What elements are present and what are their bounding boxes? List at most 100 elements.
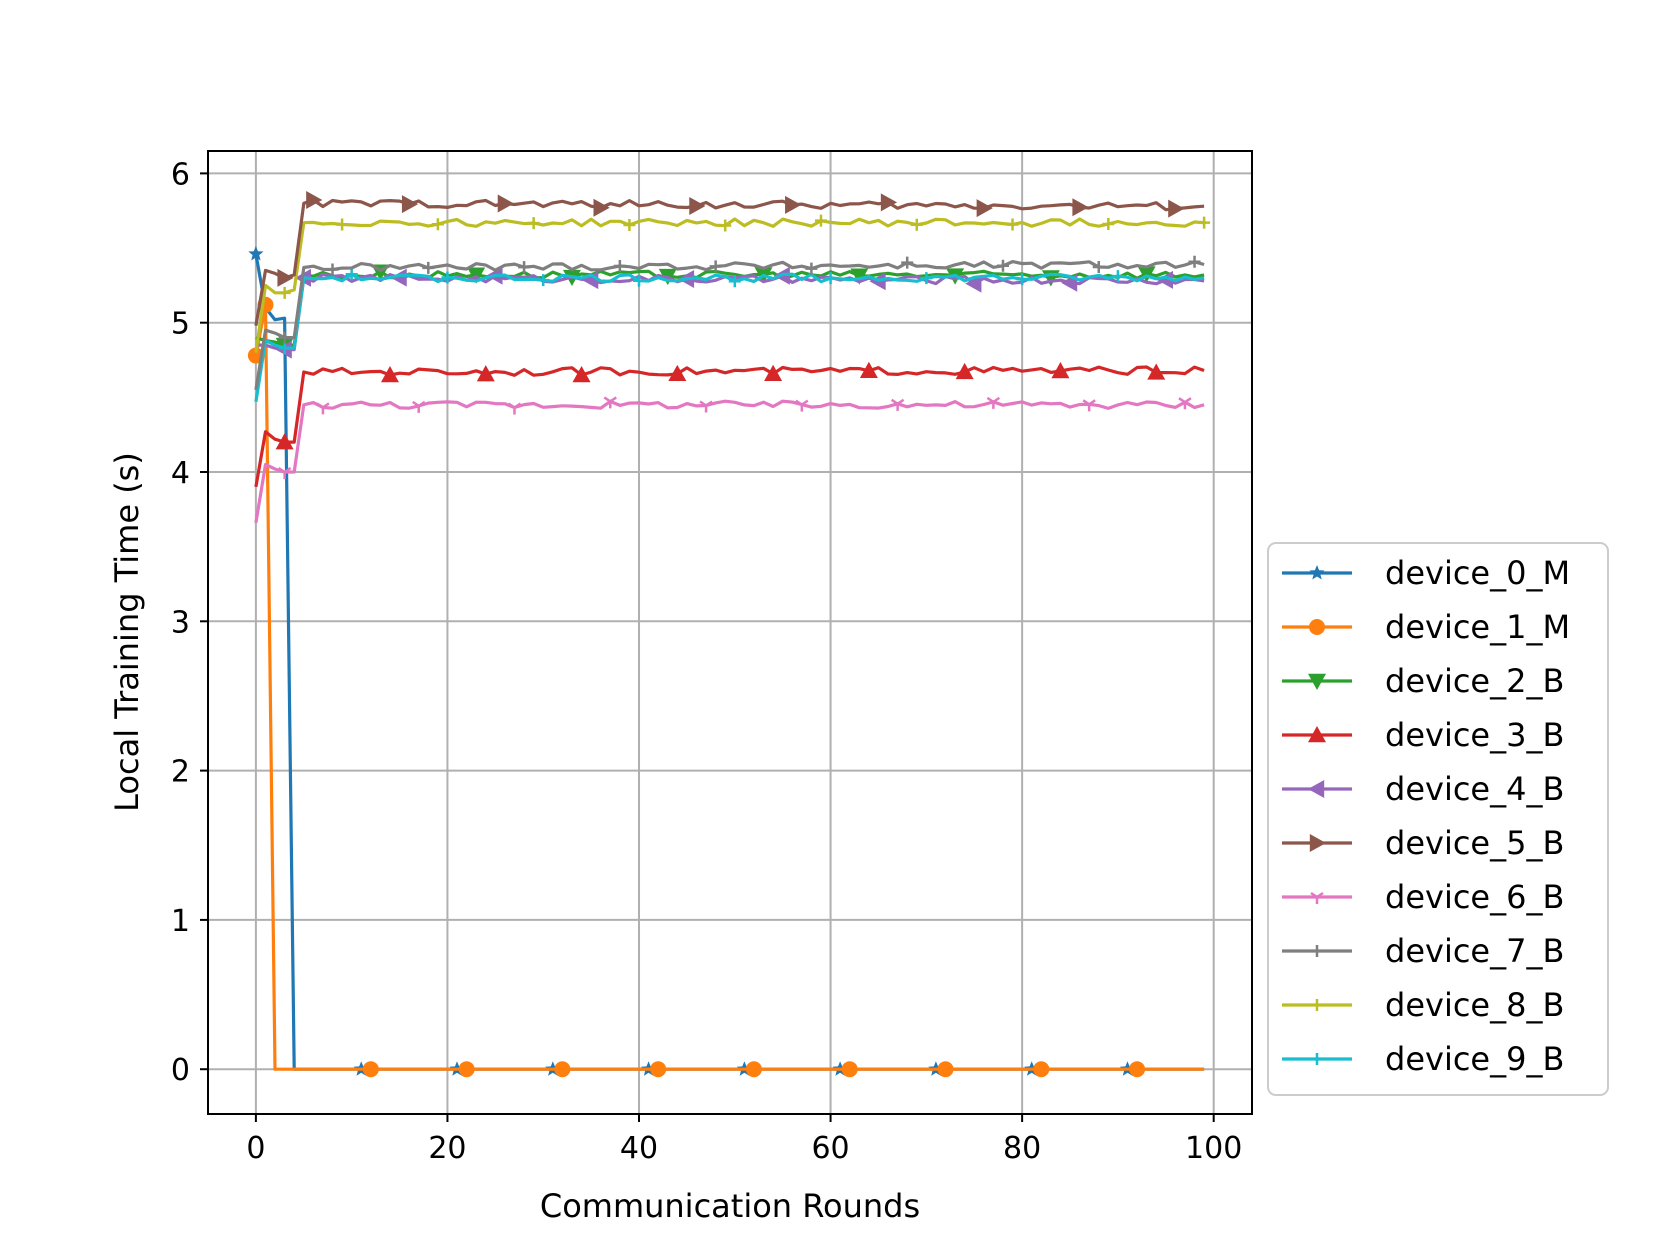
- data-point: [824, 272, 837, 285]
- data-point: [1178, 397, 1192, 410]
- legend-item: device_2_B: [1282, 662, 1564, 700]
- data-point: [764, 364, 783, 381]
- y-axis-label: Local Training Time (s): [108, 452, 146, 812]
- series-line: [254, 399, 1205, 524]
- legend-label: device_8_B: [1385, 986, 1564, 1024]
- data-point: [554, 1061, 571, 1078]
- legend-label: device_7_B: [1385, 932, 1564, 970]
- data-point: [850, 268, 869, 285]
- x-tick-label: 20: [428, 1131, 466, 1166]
- data-point: [785, 195, 802, 214]
- data-point: [476, 365, 495, 382]
- data-point: [277, 466, 292, 479]
- y-tick-label: 3: [171, 605, 190, 640]
- data-point: [527, 217, 540, 230]
- data-point: [859, 361, 878, 378]
- series-line: [254, 365, 1205, 488]
- y-tick-label: 1: [171, 904, 190, 939]
- data-point: [422, 261, 435, 274]
- data-point: [650, 1061, 667, 1078]
- data-point: [336, 218, 349, 231]
- data-point: [537, 274, 550, 287]
- data-point: [441, 271, 454, 284]
- data-point: [1129, 1061, 1146, 1078]
- legend-label: device_2_B: [1385, 662, 1564, 700]
- x-tick-label: 80: [1003, 1131, 1041, 1166]
- legend-label: device_5_B: [1385, 824, 1564, 862]
- data-point: [603, 396, 617, 409]
- series-line: [254, 260, 1205, 391]
- plot-frame: [207, 150, 1253, 1115]
- data-point: [1188, 255, 1201, 268]
- data-point: [1006, 218, 1019, 231]
- data-point: [937, 1061, 954, 1078]
- data-point: [996, 259, 1009, 272]
- x-tick-label: 40: [620, 1131, 658, 1166]
- x-axis-label: Communication Rounds: [540, 1187, 920, 1225]
- legend-label: device_0_M: [1385, 554, 1570, 592]
- series-device_7_B: [254, 255, 1205, 391]
- legend-item: device_1_M: [1282, 608, 1570, 646]
- data-point: [965, 274, 982, 293]
- data-point: [623, 219, 636, 232]
- data-point: [1311, 945, 1323, 957]
- data-point: [880, 193, 898, 212]
- data-point: [1156, 270, 1173, 289]
- data-point: [920, 272, 933, 285]
- data-point: [709, 260, 722, 273]
- data-point: [345, 268, 358, 281]
- ticks: 0 20 40 60 80 100 0 1 2 3 4 5 6: [171, 157, 1242, 1166]
- data-point: [1147, 363, 1166, 380]
- legend-item: device_7_B: [1282, 932, 1564, 970]
- legend-label: device_1_M: [1385, 608, 1570, 646]
- data-point: [901, 256, 914, 269]
- data-point: [401, 195, 419, 214]
- series-device_3_B: [254, 361, 1205, 488]
- data-point: [1309, 834, 1326, 852]
- series-device_9_B: [254, 268, 1205, 403]
- data-point: [841, 1061, 858, 1078]
- data-point: [316, 402, 330, 415]
- data-point: [955, 362, 974, 380]
- data-point: [275, 433, 294, 450]
- data-point: [1308, 673, 1326, 690]
- legend-item: device_6_B: [1282, 878, 1564, 916]
- series-line: [254, 272, 1205, 403]
- legend-item: device_4_B: [1282, 770, 1564, 808]
- data-point: [412, 400, 426, 413]
- y-tick-label: 2: [171, 755, 190, 790]
- legend: device_0_M device_1_M device_2_B device_3_B…: [1267, 542, 1609, 1096]
- data-point: [518, 261, 531, 274]
- data-point: [277, 268, 294, 287]
- data-point: [380, 366, 399, 383]
- data-point: [306, 191, 323, 210]
- data-point: [507, 402, 522, 415]
- legend-item: device_5_B: [1282, 824, 1564, 862]
- data-point: [890, 398, 905, 411]
- y-tick-label: 0: [171, 1053, 190, 1088]
- y-tick-label: 4: [171, 456, 190, 491]
- series-device_6_B: [254, 396, 1205, 524]
- data-point: [719, 219, 732, 232]
- data-point: [699, 400, 713, 413]
- y-tick-label: 5: [171, 307, 190, 342]
- data-point: [814, 214, 827, 227]
- data-point: [1072, 198, 1089, 217]
- data-point: [689, 197, 706, 216]
- legend-frame: [1267, 542, 1609, 1096]
- legend-label: device_9_B: [1385, 1040, 1564, 1078]
- data-point: [1082, 399, 1096, 412]
- data-point: [1016, 273, 1029, 286]
- grid: [208, 151, 1252, 1114]
- data-point: [390, 268, 407, 287]
- data-point: [613, 259, 626, 272]
- legend-item: device_9_B: [1282, 1040, 1564, 1078]
- data-point: [1309, 565, 1325, 580]
- data-point: [1310, 891, 1324, 904]
- data-point: [326, 263, 339, 276]
- data-point: [1102, 218, 1115, 231]
- data-point: [1311, 1053, 1323, 1065]
- data-point: [1092, 260, 1105, 273]
- data-point: [795, 399, 809, 412]
